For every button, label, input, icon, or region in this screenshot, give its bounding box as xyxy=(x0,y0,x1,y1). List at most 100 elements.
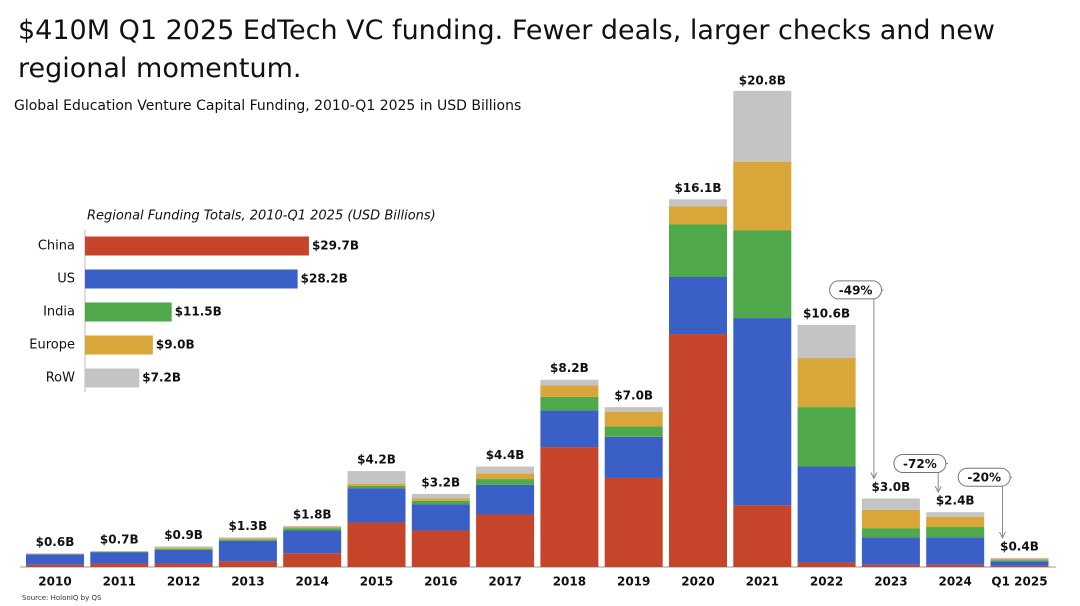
bar-segment xyxy=(669,206,727,225)
bar-segment xyxy=(733,318,792,506)
x-tick-label: 2020 xyxy=(681,575,714,589)
bar-segment xyxy=(26,564,84,567)
annotation-arrowhead xyxy=(999,531,1006,539)
x-tick-label: 2018 xyxy=(553,575,586,589)
total-label: $0.7B xyxy=(100,533,139,547)
bar xyxy=(85,368,140,388)
annotation-connector xyxy=(873,289,884,478)
value-label: $9.0B xyxy=(156,338,195,352)
bar xyxy=(85,302,172,322)
y-tick-label: Europe xyxy=(29,338,75,353)
bar-segment xyxy=(411,500,470,505)
bar-segment xyxy=(797,358,856,408)
bar-segment xyxy=(90,552,149,564)
bar-segment xyxy=(411,493,470,499)
bar-segment xyxy=(347,471,406,484)
value-label: $7.2B xyxy=(142,371,181,385)
bar-segment xyxy=(476,473,535,480)
total-label: $0.4B xyxy=(1000,539,1039,553)
bar-segment xyxy=(540,379,599,386)
annotation-pill xyxy=(893,453,947,473)
bar-segment xyxy=(733,230,792,319)
bar-segment xyxy=(476,484,535,515)
x-tick-label: 2016 xyxy=(424,575,457,589)
total-label: $16.1B xyxy=(674,181,721,195)
x-tick-label: 2023 xyxy=(874,575,907,589)
bar-segment xyxy=(861,528,920,538)
bar-segment xyxy=(669,224,727,277)
total-label: $1.8B xyxy=(293,507,332,521)
annotation-arrowhead xyxy=(870,472,878,480)
total-label: $8.2B xyxy=(550,361,589,375)
bar-segment xyxy=(540,447,599,567)
bar-segment xyxy=(411,530,470,567)
x-tick-label: 2010 xyxy=(38,575,71,589)
total-label: $4.4B xyxy=(486,448,525,462)
bar-segment xyxy=(154,546,213,548)
total-label: $20.8B xyxy=(739,74,786,88)
bar-segment xyxy=(218,540,277,562)
total-label: $2.4B xyxy=(936,494,975,508)
y-tick-label: India xyxy=(43,305,75,320)
bar-segment xyxy=(154,548,213,550)
bar-segment xyxy=(411,504,470,531)
bar-segment xyxy=(283,527,342,529)
bar-segment xyxy=(476,466,535,474)
bar-segment xyxy=(990,560,1049,562)
bar-segment xyxy=(347,488,406,523)
bar-segment xyxy=(218,537,277,539)
bar-segment xyxy=(540,396,599,411)
total-label: $3.2B xyxy=(421,475,460,489)
x-tick-label: 2012 xyxy=(167,575,200,589)
total-label: $7.0B xyxy=(614,389,653,403)
bar-segment xyxy=(218,538,277,540)
total-label: $0.6B xyxy=(36,535,75,549)
bar-segment xyxy=(283,530,342,554)
bar-segment xyxy=(926,527,985,538)
total-label: $3.0B xyxy=(872,480,911,494)
bar-segment xyxy=(476,479,535,485)
x-tick-label: 2014 xyxy=(295,575,328,589)
bar-segment xyxy=(797,324,856,359)
total-label: $0.9B xyxy=(164,528,203,542)
x-tick-label: 2011 xyxy=(103,575,136,589)
bar-segment xyxy=(861,537,920,565)
source-note: Source: HolonIQ by QS xyxy=(22,594,102,602)
chart-title: $410M Q1 2025 EdTech VC funding. Fewer d… xyxy=(18,15,995,84)
bar-segment xyxy=(218,561,277,567)
bar-segment xyxy=(990,561,1049,566)
bar-segment xyxy=(154,547,213,549)
annotation: -49% xyxy=(839,283,873,297)
value-label: $28.2B xyxy=(301,272,348,286)
bar-segment xyxy=(218,539,277,541)
bar-segment xyxy=(347,522,406,567)
x-tick-label: Q1 2025 xyxy=(991,575,1047,589)
value-label: $11.5B xyxy=(175,305,222,319)
x-tick-label: 2021 xyxy=(746,575,779,589)
bar-segment xyxy=(347,483,406,486)
bar-segment xyxy=(990,557,1049,560)
total-label: $4.2B xyxy=(357,453,396,467)
bar-segment xyxy=(604,436,663,478)
x-tick-label: 2022 xyxy=(810,575,843,589)
y-tick-label: China xyxy=(38,239,75,254)
annotation: -20% xyxy=(967,471,1001,485)
bar-segment xyxy=(154,563,213,567)
bar xyxy=(85,236,309,256)
bar-segment xyxy=(540,410,599,448)
bar-segment xyxy=(604,407,663,412)
annotation: -72% xyxy=(903,457,937,471)
annotation-pill xyxy=(957,467,1011,487)
x-tick-label: 2017 xyxy=(488,575,521,589)
bar xyxy=(85,335,153,355)
bar-segment xyxy=(990,559,1049,561)
bar-segment xyxy=(347,485,406,489)
x-tick-label: 2019 xyxy=(617,575,650,589)
bar-segment xyxy=(797,562,856,567)
bar-segment xyxy=(283,525,342,528)
bar-segment xyxy=(411,498,470,501)
bar-segment xyxy=(669,334,727,567)
bar-segment xyxy=(733,161,792,231)
bar-segment xyxy=(476,514,535,567)
